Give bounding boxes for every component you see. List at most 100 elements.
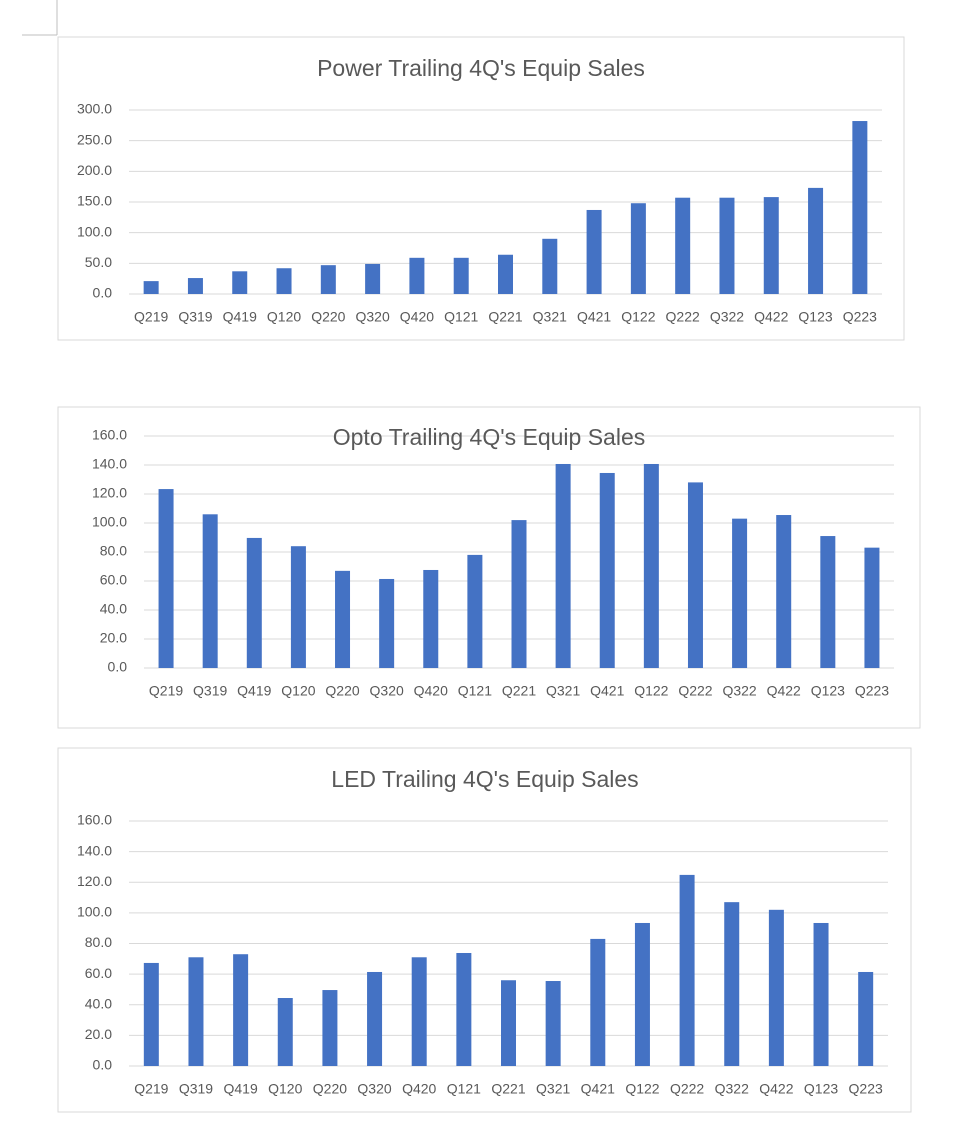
bar: [367, 971, 383, 1066]
y-tick-label: 120.0: [77, 873, 112, 889]
x-tick-label: Q221: [491, 1081, 525, 1097]
x-tick-label: Q420: [402, 1081, 436, 1097]
x-tick-label: Q222: [666, 309, 700, 325]
y-tick-label: 140.0: [77, 842, 112, 858]
bar: [322, 990, 338, 1066]
y-tick-label: 100.0: [77, 904, 112, 920]
bar: [320, 265, 336, 294]
bar: [555, 463, 571, 668]
bar: [232, 271, 248, 294]
x-tick-label: Q421: [590, 683, 624, 699]
y-tick-label: 0.0: [93, 285, 113, 301]
bar: [634, 922, 650, 1066]
chart-frame: [57, 747, 912, 1113]
x-tick-label: Q322: [715, 1081, 749, 1097]
bar: [590, 938, 606, 1066]
bar: [599, 472, 615, 668]
chart-frame: [57, 36, 905, 341]
x-tick-label: Q123: [811, 683, 845, 699]
x-tick-label: Q321: [536, 1081, 570, 1097]
y-tick-label: 40.0: [100, 601, 127, 617]
y-tick-label: 80.0: [100, 543, 127, 559]
x-tick-label: Q319: [193, 683, 227, 699]
x-tick-label: Q122: [634, 683, 668, 699]
x-tick-label: Q223: [843, 309, 877, 325]
x-tick-label: Q123: [804, 1081, 838, 1097]
y-tick-label: 80.0: [85, 934, 112, 950]
x-tick-label: Q420: [414, 683, 448, 699]
x-tick-label: Q421: [581, 1081, 615, 1097]
x-tick-label: Q219: [134, 1081, 168, 1097]
x-tick-label: Q319: [178, 309, 212, 325]
bar: [143, 962, 159, 1066]
bar: [467, 554, 483, 668]
x-tick-label: Q121: [447, 1081, 481, 1097]
y-tick-label: 200.0: [77, 162, 112, 178]
bar: [158, 489, 174, 668]
bar: [365, 263, 381, 294]
x-tick-label: Q123: [798, 309, 832, 325]
x-tick-label: Q419: [223, 1081, 257, 1097]
y-tick-label: 0.0: [93, 1057, 113, 1073]
x-tick-label: Q122: [621, 309, 655, 325]
x-tick-label: Q419: [237, 683, 271, 699]
chart-title: Power Trailing 4Q's Equip Sales: [317, 55, 645, 81]
bar: [423, 569, 439, 668]
y-tick-label: 160.0: [92, 427, 127, 443]
bar: [290, 546, 306, 668]
x-tick-label: Q422: [759, 1081, 793, 1097]
y-tick-label: 300.0: [77, 101, 112, 117]
chart-title: LED Trailing 4Q's Equip Sales: [331, 766, 638, 792]
x-tick-label: Q122: [625, 1081, 659, 1097]
x-tick-label: Q221: [502, 683, 536, 699]
bar: [276, 268, 292, 294]
bar: [277, 998, 293, 1066]
x-tick-label: Q120: [281, 683, 315, 699]
x-tick-label: Q422: [767, 683, 801, 699]
bar: [643, 463, 659, 668]
bar: [820, 536, 836, 668]
y-tick-label: 150.0: [77, 193, 112, 209]
x-tick-label: Q222: [670, 1081, 704, 1097]
y-tick-label: 60.0: [100, 572, 127, 588]
bar: [335, 570, 351, 668]
bar: [732, 518, 748, 668]
bar: [679, 874, 695, 1066]
y-tick-label: 20.0: [85, 1026, 112, 1042]
x-tick-label: Q220: [325, 683, 359, 699]
x-tick-label: Q219: [149, 683, 183, 699]
y-tick-label: 40.0: [85, 995, 112, 1011]
y-tick-label: 250.0: [77, 131, 112, 147]
bar: [852, 121, 868, 294]
bar: [511, 520, 527, 668]
x-tick-label: Q120: [268, 1081, 302, 1097]
bar: [630, 203, 646, 294]
x-tick-label: Q223: [855, 683, 889, 699]
bar: [864, 547, 880, 668]
bar: [808, 187, 824, 294]
bar: [768, 909, 784, 1066]
bar: [453, 257, 469, 294]
bar: [776, 515, 792, 668]
bar: [456, 952, 472, 1066]
chart-frame: [57, 406, 921, 729]
x-tick-label: Q319: [179, 1081, 213, 1097]
x-tick-label: Q121: [444, 309, 478, 325]
y-tick-label: 50.0: [85, 254, 112, 270]
x-tick-label: Q320: [357, 1081, 391, 1097]
bar: [188, 957, 204, 1066]
x-tick-label: Q420: [400, 309, 434, 325]
y-tick-label: 140.0: [92, 456, 127, 472]
x-tick-label: Q320: [355, 309, 389, 325]
x-tick-label: Q222: [678, 683, 712, 699]
bar: [719, 197, 735, 294]
bar: [763, 197, 779, 294]
bar: [858, 971, 874, 1066]
bar: [409, 257, 425, 294]
x-tick-label: Q223: [849, 1081, 883, 1097]
bar: [379, 578, 395, 668]
bar: [542, 238, 558, 294]
x-tick-label: Q419: [223, 309, 257, 325]
bar: [187, 278, 203, 294]
